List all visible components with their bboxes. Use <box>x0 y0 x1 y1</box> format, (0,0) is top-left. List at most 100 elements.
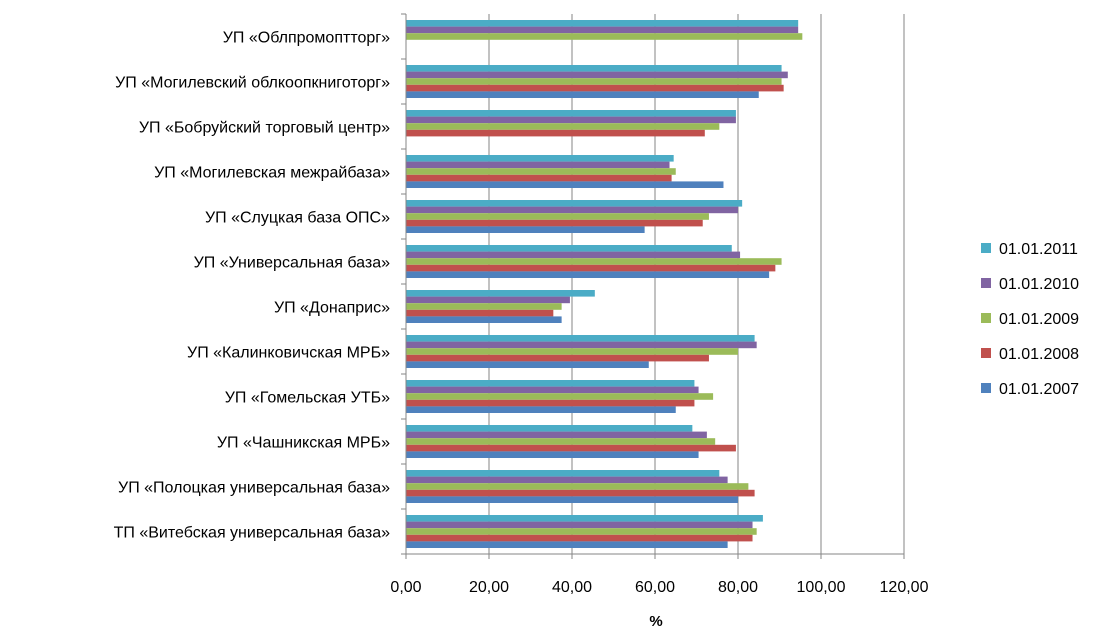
bar <box>406 200 743 207</box>
legend-item: 01.01.2010 <box>981 276 1079 293</box>
legend-label: 01.01.2011 <box>999 241 1078 258</box>
legend-label: 01.01.2007 <box>999 381 1079 398</box>
bar-group <box>406 65 788 98</box>
bar <box>406 406 676 413</box>
category-label: УП «Донаприс» <box>274 300 390 317</box>
legend-label: 01.01.2009 <box>999 311 1079 328</box>
legend-item: 01.01.2008 <box>981 346 1079 363</box>
category-label: ТП «Витебская универсальная база» <box>114 525 390 542</box>
category-label: УП «Могилевский облкоопкниготорг» <box>115 75 390 92</box>
bar <box>406 181 724 188</box>
bar <box>406 71 788 79</box>
bar-group <box>406 470 755 503</box>
bar-group <box>406 515 763 548</box>
bar <box>406 26 799 34</box>
bar-group <box>406 335 757 368</box>
x-tick-label: 40,00 <box>552 579 592 596</box>
category-label: УП «Бобруйский торговый центр» <box>139 120 390 137</box>
legend-swatch <box>981 348 991 358</box>
bar-group <box>406 200 743 233</box>
bar <box>406 258 782 265</box>
x-tick-labels: 0,00 20,00 40,00 60,00 80,00 100,00 120,00 <box>390 579 928 596</box>
bars <box>406 20 803 548</box>
x-tick-label: 60,00 <box>635 579 675 596</box>
bar <box>406 251 741 259</box>
legend-item: 01.01.2009 <box>981 311 1079 328</box>
bar <box>406 521 753 529</box>
bar <box>406 264 776 272</box>
bar <box>406 386 699 394</box>
legend-swatch <box>981 278 991 288</box>
bar <box>406 399 695 407</box>
bar <box>406 110 736 117</box>
bar <box>406 483 749 490</box>
bar <box>406 354 709 362</box>
category-label: УП «Универсальная база» <box>194 255 391 272</box>
bar <box>406 444 736 452</box>
bar <box>406 296 570 304</box>
bar <box>406 335 755 342</box>
category-label: УП «Могилевская межрайбаза» <box>154 165 390 182</box>
bar <box>406 425 693 432</box>
legend-item: 01.01.2007 <box>981 381 1079 398</box>
bar <box>406 541 728 548</box>
x-tick-label: 80,00 <box>718 579 758 596</box>
bar-group <box>406 245 782 278</box>
bar <box>406 496 738 503</box>
bar-group <box>406 425 736 458</box>
category-label: УП «Слуцкая база ОПС» <box>205 210 390 227</box>
bar <box>406 431 707 439</box>
bar <box>406 213 709 220</box>
bar <box>406 393 714 400</box>
bar <box>406 91 759 98</box>
bar <box>406 290 595 297</box>
bar <box>406 316 562 323</box>
x-tick-label: 100,00 <box>797 579 846 596</box>
legend-label: 01.01.2010 <box>999 276 1079 293</box>
bar-group <box>406 110 736 137</box>
bar <box>406 168 676 175</box>
bar <box>406 245 732 252</box>
grid-lines <box>488 14 905 554</box>
bar <box>406 219 703 227</box>
bar <box>406 476 728 484</box>
x-tick-label: 0,00 <box>390 579 421 596</box>
legend-label: 01.01.2008 <box>999 346 1079 363</box>
bar-group <box>406 380 714 413</box>
bar <box>406 20 799 27</box>
bar <box>406 33 803 40</box>
bar <box>406 361 649 368</box>
x-tick-label: 120,00 <box>880 579 929 596</box>
legend-item: 01.01.2011 <box>981 241 1078 258</box>
bar <box>406 65 782 72</box>
bar <box>406 309 554 317</box>
axes <box>401 13 905 559</box>
legend-swatch <box>981 383 991 393</box>
bar <box>406 341 757 349</box>
bar <box>406 348 738 355</box>
bar <box>406 129 705 137</box>
bar <box>406 489 755 497</box>
bar <box>406 380 695 387</box>
bar <box>406 123 720 130</box>
bar <box>406 226 645 233</box>
legend-swatch <box>981 243 991 253</box>
bar <box>406 303 562 310</box>
category-label: УП «Калинковичская МРБ» <box>187 345 390 362</box>
bar <box>406 161 670 169</box>
legend-swatch <box>981 313 991 323</box>
bar <box>406 515 763 522</box>
category-label: УП «Гомельская УТБ» <box>225 390 390 407</box>
x-tick-label: 20,00 <box>469 579 509 596</box>
bar <box>406 271 770 278</box>
category-label: УП «Полоцкая универсальная база» <box>118 480 390 497</box>
bar <box>406 528 757 535</box>
bar <box>406 206 738 214</box>
category-label: УП «Чашникская МРБ» <box>217 435 390 452</box>
bar <box>406 438 716 445</box>
category-labels: УП «Облпромоптторг» УП «Могилевский облко… <box>114 30 390 542</box>
bar <box>406 451 699 458</box>
bar <box>406 174 672 182</box>
bar <box>406 84 784 92</box>
